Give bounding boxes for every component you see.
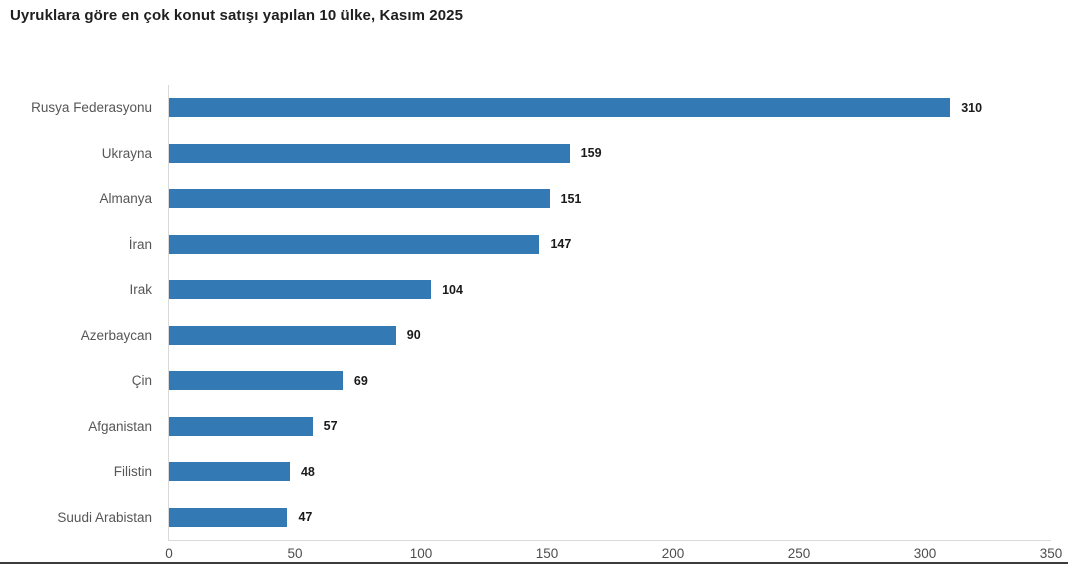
- x-tick-label: 50: [287, 546, 303, 561]
- bar-row: Filistin 48: [114, 449, 1051, 495]
- bar-rows: Rusya Federasyonu 310 Ukrayna 159 Almanya 151…: [31, 85, 1051, 541]
- category-label: Ukrayna: [101, 145, 152, 161]
- category-label: Afganistan: [88, 418, 152, 434]
- bar: [169, 280, 432, 300]
- category-label: Filistin: [113, 464, 152, 480]
- value-label: 69: [353, 373, 368, 388]
- category-label: Almanya: [99, 191, 152, 207]
- chart-title: Uyruklara göre en çok konut satışı yapıl…: [10, 7, 464, 24]
- value-label: 48: [300, 464, 315, 479]
- x-tick-label: 0: [165, 546, 173, 561]
- value-label: 147: [550, 237, 572, 252]
- value-label: 310: [961, 100, 983, 115]
- bar: [169, 462, 290, 482]
- bar-row: İran 147: [129, 222, 1051, 268]
- bar-row: Afganistan 57: [88, 404, 1051, 450]
- x-axis: 0 50 100 150 200 250 300 350: [165, 540, 1062, 562]
- x-tick-label: 200: [661, 546, 685, 561]
- bar-row: Çin 69: [132, 358, 1051, 404]
- x-tick-label: 350: [1039, 546, 1063, 561]
- bar-row: Azerbaycan 90: [81, 313, 1051, 359]
- bar-row: Irak 104: [129, 267, 1051, 313]
- bar: [169, 189, 550, 209]
- value-label: 159: [580, 146, 602, 161]
- bar-row: Suudi Arabistan 47: [57, 495, 1051, 541]
- value-label: 57: [323, 419, 338, 434]
- x-tick-label: 100: [409, 546, 433, 561]
- bar: [169, 143, 570, 163]
- bar: [169, 98, 951, 118]
- x-tick-label: 300: [913, 546, 937, 561]
- plot-area: Rusya Federasyonu 310 Ukrayna 159 Almanya 151…: [31, 85, 1062, 561]
- bottom-rule: [0, 562, 1068, 564]
- x-tick-label: 150: [535, 546, 559, 561]
- bar: [169, 234, 540, 254]
- value-label: 47: [298, 510, 313, 525]
- bar-row: Rusya Federasyonu 310: [31, 85, 1051, 131]
- value-label: 104: [442, 282, 463, 297]
- value-label: 90: [406, 328, 421, 343]
- value-label: 151: [560, 191, 582, 206]
- bar: [169, 325, 396, 345]
- category-label: Irak: [129, 282, 152, 298]
- bar-row: Almanya 151: [99, 176, 1051, 222]
- category-label: İran: [128, 236, 152, 252]
- category-label: Azerbaycan: [80, 327, 152, 343]
- bar: [169, 371, 343, 391]
- bar-row: Ukrayna 159: [102, 131, 1051, 177]
- x-tick-label: 250: [787, 546, 811, 561]
- category-label: Suudi Arabistan: [57, 509, 152, 525]
- category-label: Çin: [131, 373, 152, 389]
- category-label: Rusya Federasyonu: [31, 100, 152, 116]
- bar: [169, 416, 313, 436]
- bar: [169, 507, 288, 527]
